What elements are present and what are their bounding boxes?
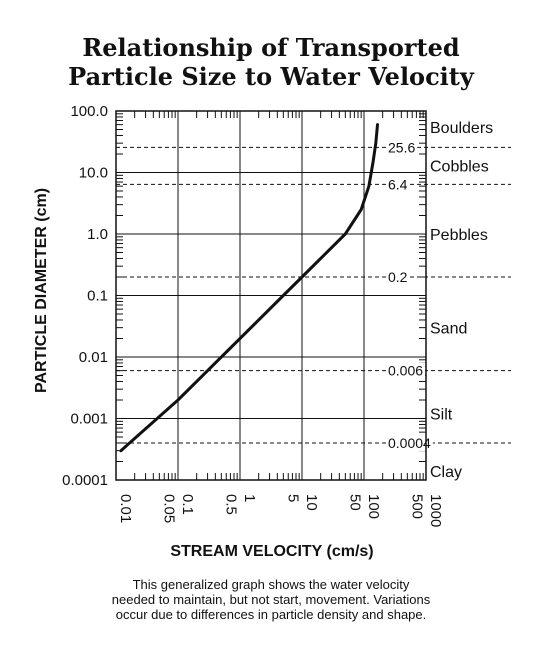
threshold-label-bg: [386, 176, 410, 193]
zone-label: Sand: [430, 321, 467, 338]
threshold-label: 0.0004: [388, 435, 431, 451]
y-tick-label: 0.01: [79, 349, 108, 366]
plot-frame: [115, 110, 427, 481]
minor-ticks: [116, 111, 426, 480]
zone-labels: Boulders Cobbles Pebbles Sand Silt Clay: [430, 120, 493, 481]
x-tick-labels: 0.01 0.05 0.1 0.5 1 5 10 50 100 500 1000: [117, 494, 444, 527]
y-tick-label: 10.0: [79, 165, 108, 182]
x-tick-label: 0.5: [222, 494, 239, 515]
threshold-label-bg: [386, 268, 410, 285]
threshold-label-bg: [386, 362, 426, 379]
zone-label: Boulders: [430, 120, 493, 137]
zone-label: Pebbles: [430, 227, 488, 244]
zone-label: Silt: [430, 407, 453, 424]
x-tick-label: 50: [346, 494, 363, 511]
x-tick-label: 10: [303, 494, 320, 511]
caption: This generalized graph shows the water v…: [0, 577, 542, 622]
threshold-label-bg: [386, 139, 418, 156]
x-axis-label: STREAM VELOCITY (cm/s): [170, 543, 373, 560]
x-tick-label: 100: [365, 494, 382, 519]
x-tick-label: 0.05: [160, 494, 177, 523]
caption-line-2: needed to maintain, but not start, movem…: [111, 592, 431, 607]
threshold-lines: 25.6 6.4 0.2 0.006 0.0004: [116, 139, 511, 451]
y-axis-label: PARTICLE DIAMETER (cm): [33, 188, 50, 393]
title-line-1: Relationship of Transported: [82, 33, 460, 62]
y-tick-label: 0.001: [70, 411, 108, 428]
caption-line-1: This generalized graph shows the water v…: [132, 577, 410, 592]
series-curve: [119, 123, 379, 453]
y-tick-label: 100.0: [70, 103, 108, 120]
y-tick-labels: 100.0 10.0 1.0 0.1 0.01 0.001 0.0001: [62, 103, 108, 489]
gridlines: [115, 110, 427, 481]
chart-title: Relationship of Transported Particle Siz…: [0, 33, 542, 91]
caption-line-3: occur due to differences in particle den…: [115, 607, 427, 622]
threshold-label: 0.2: [388, 269, 408, 285]
threshold-label-bg: [386, 434, 433, 451]
threshold-label: 0.006: [388, 363, 423, 379]
x-tick-label: 500: [408, 494, 425, 519]
x-tick-label: 5: [284, 494, 301, 502]
y-tick-label: 0.1: [87, 288, 108, 305]
x-tick-label: 0.01: [117, 494, 134, 523]
y-tick-label: 0.0001: [62, 472, 108, 489]
x-tick-label: 1: [241, 494, 258, 502]
title-line-2: Particle Size to Water Velocity: [68, 62, 474, 91]
zone-label: Cobbles: [430, 158, 489, 175]
y-tick-label: 1.0: [87, 226, 108, 243]
x-tick-label: 0.1: [179, 494, 196, 515]
threshold-label: 25.6: [388, 139, 415, 155]
zone-label: Clay: [430, 464, 462, 481]
x-tick-label: 1000: [427, 494, 444, 527]
threshold-label: 6.4: [388, 176, 408, 192]
series-line: [119, 123, 379, 453]
